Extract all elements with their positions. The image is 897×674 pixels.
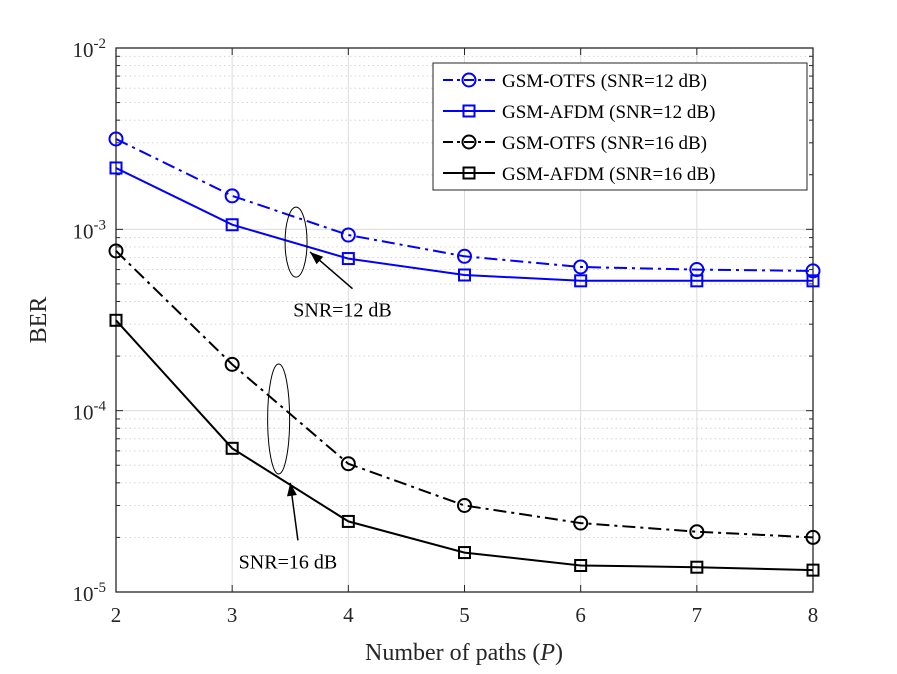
data-point-marker (224, 356, 240, 372)
legend-label: GSM-AFDM (SNR=12 dB) (502, 102, 715, 123)
x-tick-label: 4 (343, 603, 354, 627)
data-point-marker (340, 227, 356, 243)
annotation-ellipse (267, 363, 291, 475)
data-point-marker (109, 313, 123, 327)
legend-box (432, 62, 808, 191)
x-tick-label: 2 (111, 603, 122, 627)
x-tick-label: 5 (459, 603, 470, 627)
y-tick-label-base: 10 (73, 582, 94, 606)
legend: GSM-OTFS (SNR=12 dB) GSM-AFDM (SNR=12 dB)… (432, 62, 808, 191)
y-tick-label-base: 10 (73, 401, 94, 425)
legend-entry-2: GSM-AFDM (SNR=12 dB) (443, 102, 715, 123)
x-axis-label-close: ) (555, 640, 563, 666)
annotation-label: SNR=12 dB (293, 300, 392, 322)
legend-marker (461, 134, 477, 150)
legend-entry-4: GSM-AFDM (SNR=16 dB) (443, 164, 715, 185)
annotation-label: SNR=16 dB (239, 551, 338, 573)
x-axis-label-variable: P (539, 640, 555, 666)
x-tick-label: 8 (808, 603, 819, 627)
legend-marker (461, 72, 477, 88)
y-tick-label-exponent: -4 (94, 399, 107, 415)
data-point-marker (806, 274, 820, 288)
annotation-arrow-head (287, 482, 297, 497)
data-point-marker (690, 560, 704, 574)
data-point-marker (457, 497, 472, 513)
annotation-2: SNR=16 dB (239, 363, 338, 573)
series-line (115, 250, 814, 539)
data-point-marker (458, 268, 471, 282)
annotation-ellipse (284, 206, 308, 278)
data-point-marker (574, 274, 588, 288)
data-point-marker (457, 248, 472, 264)
series-line (115, 138, 814, 272)
data-point-marker (340, 456, 356, 472)
x-axis-label-text: Number of paths ( (365, 640, 540, 666)
series-group (108, 131, 821, 577)
legend-label: GSM-AFDM (SNR=16 dB) (502, 164, 715, 185)
x-tick-label: 3 (227, 603, 238, 627)
y-tick-label-exponent: -2 (94, 36, 107, 52)
x-tick-label: 7 (692, 603, 703, 627)
data-point-marker (806, 563, 820, 577)
data-point-marker (341, 514, 355, 528)
series-line (115, 167, 813, 282)
x-axis-label: Number of paths (P) (365, 640, 563, 666)
axis-ticks: 2 3 4 5 6 7 810-510-410-310-2 (73, 36, 819, 627)
y-tick-label: 10-4 (73, 399, 107, 425)
legend-marker (462, 166, 476, 180)
data-point-marker (573, 259, 589, 275)
legend-label: GSM-OTFS (SNR=16 dB) (502, 133, 707, 154)
data-point-marker (108, 243, 124, 259)
data-point-marker (574, 559, 588, 573)
series-3 (108, 243, 821, 545)
y-tick-label-base: 10 (73, 38, 94, 62)
data-point-marker (108, 131, 124, 147)
legend-marker (462, 104, 476, 118)
series-2 (109, 161, 820, 288)
y-axis-label: BER (26, 297, 52, 344)
y-tick-label-exponent: -5 (94, 580, 107, 596)
annotation-arrow-head (309, 251, 324, 265)
legend-entry-1: GSM-OTFS (SNR=12 dB) (443, 71, 707, 92)
y-tick-label: 10-2 (73, 36, 107, 62)
series-line (115, 319, 814, 572)
data-point-marker (805, 529, 821, 545)
data-point-marker (225, 441, 239, 455)
y-tick-label: 10-3 (73, 217, 107, 243)
x-tick-label: 6 (575, 603, 586, 627)
y-tick-label: 10-5 (73, 580, 107, 606)
data-point-marker (690, 274, 704, 288)
legend-entry-3: GSM-OTFS (SNR=16 dB) (443, 133, 707, 154)
series-4 (109, 313, 820, 577)
data-point-marker (573, 515, 589, 531)
data-point-marker (224, 188, 240, 204)
legend-label: GSM-OTFS (SNR=12 dB) (502, 71, 707, 92)
annotation-1: SNR=12 dB (284, 206, 392, 322)
data-point-marker (225, 218, 239, 232)
data-point-marker (689, 524, 705, 540)
data-point-marker (341, 252, 355, 266)
series-1 (108, 131, 821, 279)
y-tick-label-exponent: -3 (94, 217, 107, 233)
annotations: SNR=12 dB SNR=16 dB (239, 206, 392, 573)
data-point-marker (805, 263, 821, 279)
data-point-marker (458, 546, 471, 560)
y-tick-label-base: 10 (73, 219, 94, 243)
data-point-marker (109, 161, 123, 175)
